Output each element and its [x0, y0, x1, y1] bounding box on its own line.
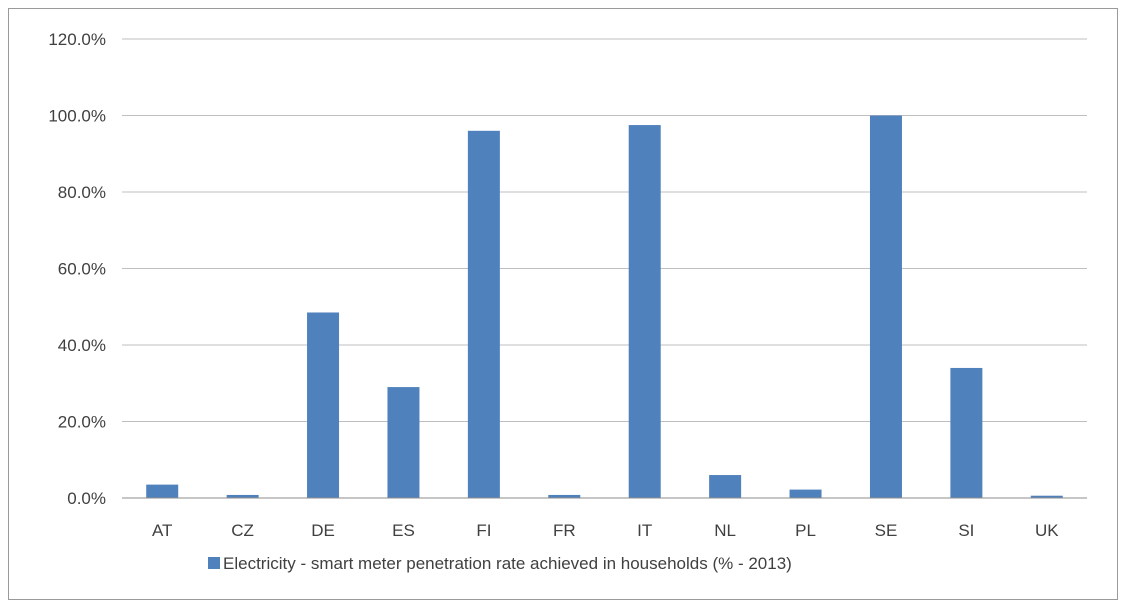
y-tick-label: 40.0%: [58, 336, 106, 355]
x-tick-label: FR: [553, 521, 576, 540]
x-tick-label: ES: [392, 521, 415, 540]
gridlines: [122, 38, 1087, 422]
bar-de: [307, 312, 340, 498]
legend-label: Electricity - smart meter penetration ra…: [223, 554, 792, 573]
bar-si: [950, 367, 983, 498]
y-axis-tick-labels: 0.0% 20.0% 40.0% 60.0% 80.0% 100.0% 120.0%: [48, 30, 106, 508]
x-tick-label: DE: [311, 521, 335, 540]
chart-frame: 0.0% 20.0% 40.0% 60.0% 80.0% 100.0% 120.0% AT C…: [8, 8, 1118, 600]
y-tick-label: 80.0%: [58, 183, 106, 202]
x-tick-label: SI: [958, 521, 974, 540]
x-tick-label: SE: [875, 521, 898, 540]
x-tick-label: FI: [476, 521, 491, 540]
x-tick-label: IT: [637, 521, 652, 540]
bar-chart: 0.0% 20.0% 40.0% 60.0% 80.0% 100.0% 120.0% AT C…: [48, 30, 1087, 573]
bar-se: [869, 115, 902, 498]
y-tick-label: 100.0%: [48, 107, 106, 126]
x-tick-label: UK: [1035, 521, 1059, 540]
bar-es: [387, 387, 420, 498]
y-tick-label: 20.0%: [58, 413, 106, 432]
bar-at: [146, 484, 179, 498]
bar-pl: [789, 489, 822, 498]
bar-uk: [1030, 495, 1063, 498]
legend-swatch: [208, 557, 220, 569]
legend: Electricity - smart meter penetration ra…: [208, 554, 792, 573]
x-tick-label: PL: [795, 521, 816, 540]
bar-nl: [709, 475, 742, 498]
y-tick-label: 120.0%: [48, 30, 106, 49]
bar-it: [628, 125, 661, 498]
bar-fi: [467, 130, 500, 499]
bar-cz: [226, 494, 259, 498]
bar-fr: [548, 494, 581, 498]
x-axis-tick-labels: AT CZ DE ES FI FR IT NL PL SE SI UK: [152, 521, 1059, 540]
bars: [146, 115, 1063, 499]
x-tick-label: AT: [152, 521, 172, 540]
y-tick-label: 60.0%: [58, 260, 106, 279]
x-tick-label: CZ: [231, 521, 254, 540]
x-tick-label: NL: [714, 521, 736, 540]
y-tick-label: 0.0%: [67, 489, 106, 508]
